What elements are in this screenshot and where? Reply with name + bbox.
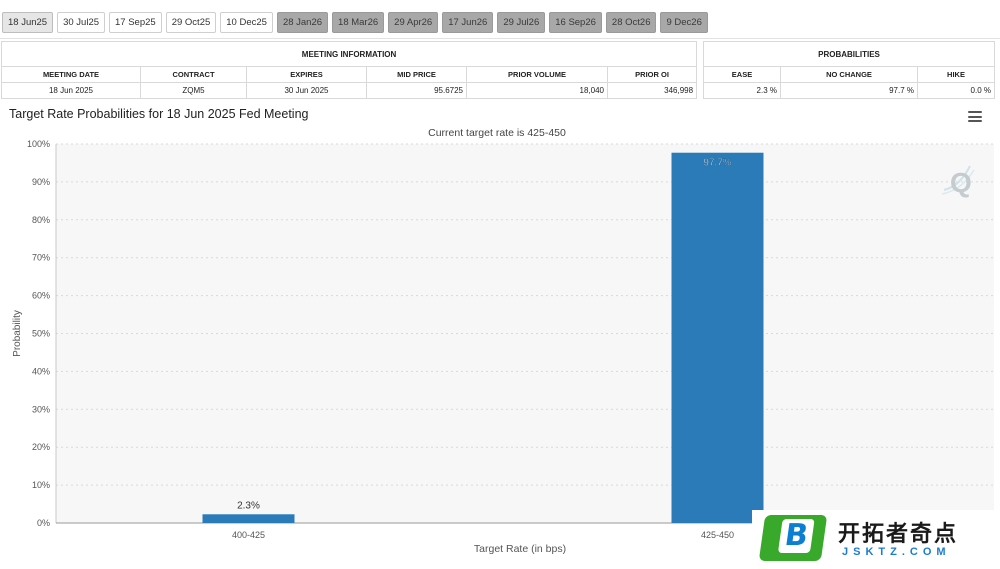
data-label: 2.3% bbox=[237, 500, 260, 511]
tab-28-jan26[interactable]: 28 Jan26 bbox=[276, 12, 329, 33]
meeting-information-table: MEETING INFORMATION MEETING DATE CONTRAC… bbox=[0, 41, 698, 99]
tab-18-mar26[interactable]: 18 Mar26 bbox=[332, 12, 385, 33]
prior-oi-value: 346,998 bbox=[606, 82, 698, 99]
bar-425-450 bbox=[671, 152, 764, 524]
probabilities-table: PROBABILITIES EASE NO CHANGE HIKE 2.3 % … bbox=[702, 41, 996, 99]
data-label: 97.7% bbox=[703, 158, 731, 169]
tab-29-oct25[interactable]: 29 Oct25 bbox=[165, 12, 217, 33]
tab-16-sep26[interactable]: 16 Sep26 bbox=[549, 12, 602, 33]
meeting-date-tabs: 18 Jun25 30 Jul25 17 Sep25 29 Oct25 10 Dec25… bbox=[2, 12, 708, 34]
x-tick-label: 400-425 bbox=[232, 530, 265, 540]
y-tick-label: 50% bbox=[32, 329, 50, 339]
y-tick-label: 30% bbox=[32, 404, 50, 414]
no-change-value: 97.7 % bbox=[780, 82, 918, 99]
y-tick-label: 10% bbox=[32, 480, 50, 490]
brand-logo: B 开拓者奇点 JSKTZ.COM bbox=[752, 510, 1000, 569]
brand-chinese-name: 开拓者奇点 bbox=[838, 522, 959, 547]
hike-value: 0.0 % bbox=[916, 82, 996, 99]
tab-28-oct26[interactable]: 28 Oct26 bbox=[605, 12, 657, 33]
tab-29-apr26[interactable]: 29 Apr26 bbox=[388, 12, 439, 33]
hamburger-menu-icon[interactable] bbox=[968, 111, 982, 122]
tab-17-jun26[interactable]: 17 Jun26 bbox=[442, 12, 494, 33]
table-row: 18 Jun 2025 ZQM5 30 Jun 2025 95.6725 18,… bbox=[1, 82, 698, 99]
y-axis-title: Probability bbox=[12, 310, 23, 357]
svg-text:Q: Q bbox=[950, 167, 972, 198]
y-tick-label: 60% bbox=[32, 291, 50, 301]
x-axis-title: Target Rate (in bps) bbox=[474, 543, 566, 555]
x-tick-label: 425-450 bbox=[701, 530, 734, 540]
table-row: 2.3 % 97.7 % 0.0 % bbox=[703, 82, 996, 99]
tab-29-jul26[interactable]: 29 Jul26 bbox=[497, 12, 546, 33]
tab-18-jun25[interactable]: 18 Jun25 bbox=[2, 12, 54, 33]
tab-30-jul25[interactable]: 30 Jul25 bbox=[57, 12, 106, 33]
chart-subtitle: Current target rate is 425-450 bbox=[428, 127, 566, 139]
divider bbox=[0, 38, 1000, 39]
y-tick-label: 70% bbox=[32, 253, 50, 263]
tab-10-dec25[interactable]: 10 Dec25 bbox=[220, 12, 273, 33]
tab-9-dec26[interactable]: 9 Dec26 bbox=[660, 12, 708, 33]
ease-value: 2.3 % bbox=[703, 82, 781, 99]
bar-400-425 bbox=[202, 514, 295, 523]
y-tick-label: 90% bbox=[32, 177, 50, 187]
y-tick-label: 0% bbox=[37, 518, 50, 528]
brand-domain: JSKTZ.COM bbox=[842, 546, 951, 558]
tab-17-sep25[interactable]: 17 Sep25 bbox=[109, 12, 162, 33]
y-tick-label: 40% bbox=[32, 366, 50, 376]
watermark-q-icon: Q bbox=[941, 165, 975, 198]
prior-volume-value: 18,040 bbox=[466, 82, 608, 99]
brand-b-icon: B bbox=[758, 515, 828, 561]
probabilities-header: PROBABILITIES bbox=[702, 41, 996, 67]
y-tick-label: 20% bbox=[32, 442, 50, 452]
y-tick-label: 80% bbox=[32, 215, 50, 225]
y-tick-label: 100% bbox=[27, 139, 50, 149]
chart-title: Target Rate Probabilities for 18 Jun 202… bbox=[9, 107, 309, 121]
mid-price-value: 95.6725 bbox=[366, 82, 467, 99]
